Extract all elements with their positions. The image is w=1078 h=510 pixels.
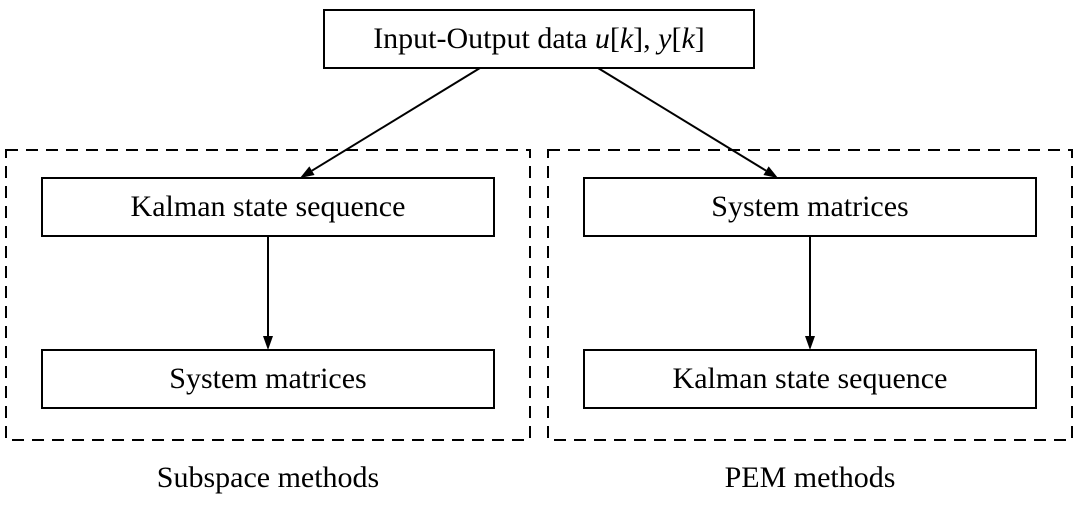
arrow-top-right	[598, 68, 766, 171]
pem-caption: PEM methods	[725, 461, 896, 494]
arrow-right-mid-head	[805, 336, 815, 350]
input-output-label: Input-Output data u[k], y[k]	[373, 22, 705, 55]
arrow-top-right-head	[763, 166, 778, 178]
subspace-box-2-label: System matrices	[169, 362, 366, 395]
pem-box-2-label: Kalman state sequence	[673, 362, 948, 395]
subspace-box-1-label: Kalman state sequence	[131, 190, 406, 223]
arrow-top-left	[312, 68, 480, 171]
arrow-top-left-head	[300, 166, 315, 178]
subspace-caption: Subspace methods	[157, 461, 379, 494]
arrow-left-mid-head	[263, 336, 273, 350]
pem-box-1-label: System matrices	[711, 190, 908, 223]
